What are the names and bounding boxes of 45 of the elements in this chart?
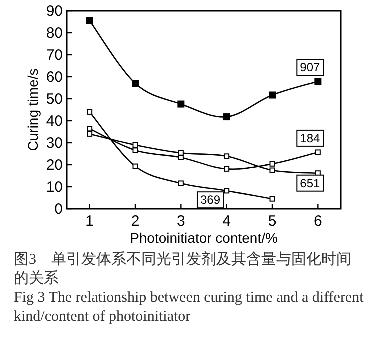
point — [132, 142, 138, 148]
point — [132, 148, 138, 154]
point — [87, 109, 93, 115]
series-label: 369 — [200, 193, 221, 208]
y-tick-label: 70 — [46, 47, 63, 64]
x-tick-label: 2 — [131, 213, 140, 230]
point — [87, 131, 93, 137]
point — [314, 78, 322, 86]
point — [270, 168, 276, 174]
y-tick-label: 30 — [46, 135, 63, 152]
x-tick-label: 5 — [268, 213, 277, 230]
point — [86, 17, 94, 24]
point — [178, 150, 184, 156]
caption: Fig 3 The relationship between curing time and a different kind/content of photoinitiator — [14, 289, 365, 327]
point — [224, 166, 230, 172]
point — [132, 80, 139, 88]
y-tick-label: 80 — [46, 25, 63, 42]
point — [224, 154, 230, 160]
point — [132, 164, 138, 170]
y-tick-label: 10 — [46, 179, 63, 196]
point — [87, 126, 93, 132]
x-tick-label: 4 — [222, 213, 232, 230]
y-tick-label: 0 — [54, 201, 63, 218]
series-label: 184 — [300, 131, 320, 146]
point — [223, 114, 230, 121]
series-label: 907 — [300, 60, 320, 75]
point — [178, 100, 185, 108]
x-tick-label: 1 — [86, 213, 94, 230]
point — [178, 180, 184, 186]
point — [270, 196, 276, 202]
x-axis-title: Photoinitiator content/% — [130, 230, 278, 246]
point — [315, 150, 321, 156]
y-tick-label: 50 — [46, 91, 63, 108]
y-tick-label: 60 — [46, 69, 63, 86]
x-tick-label: 3 — [176, 213, 186, 230]
caption: 图3 单引发体系不同光引发剂及其含量与固化时间的关系 — [14, 251, 352, 289]
x-tick-label: 6 — [314, 213, 322, 230]
point — [269, 92, 276, 99]
point — [270, 161, 276, 167]
series-label: 651 — [300, 176, 320, 190]
y-axis-title: Curing time/s — [25, 68, 41, 152]
y-tick-label: 40 — [46, 113, 63, 130]
y-tick-label: 20 — [46, 157, 63, 174]
point — [224, 188, 230, 194]
y-tick-label: 90 — [46, 3, 63, 20]
